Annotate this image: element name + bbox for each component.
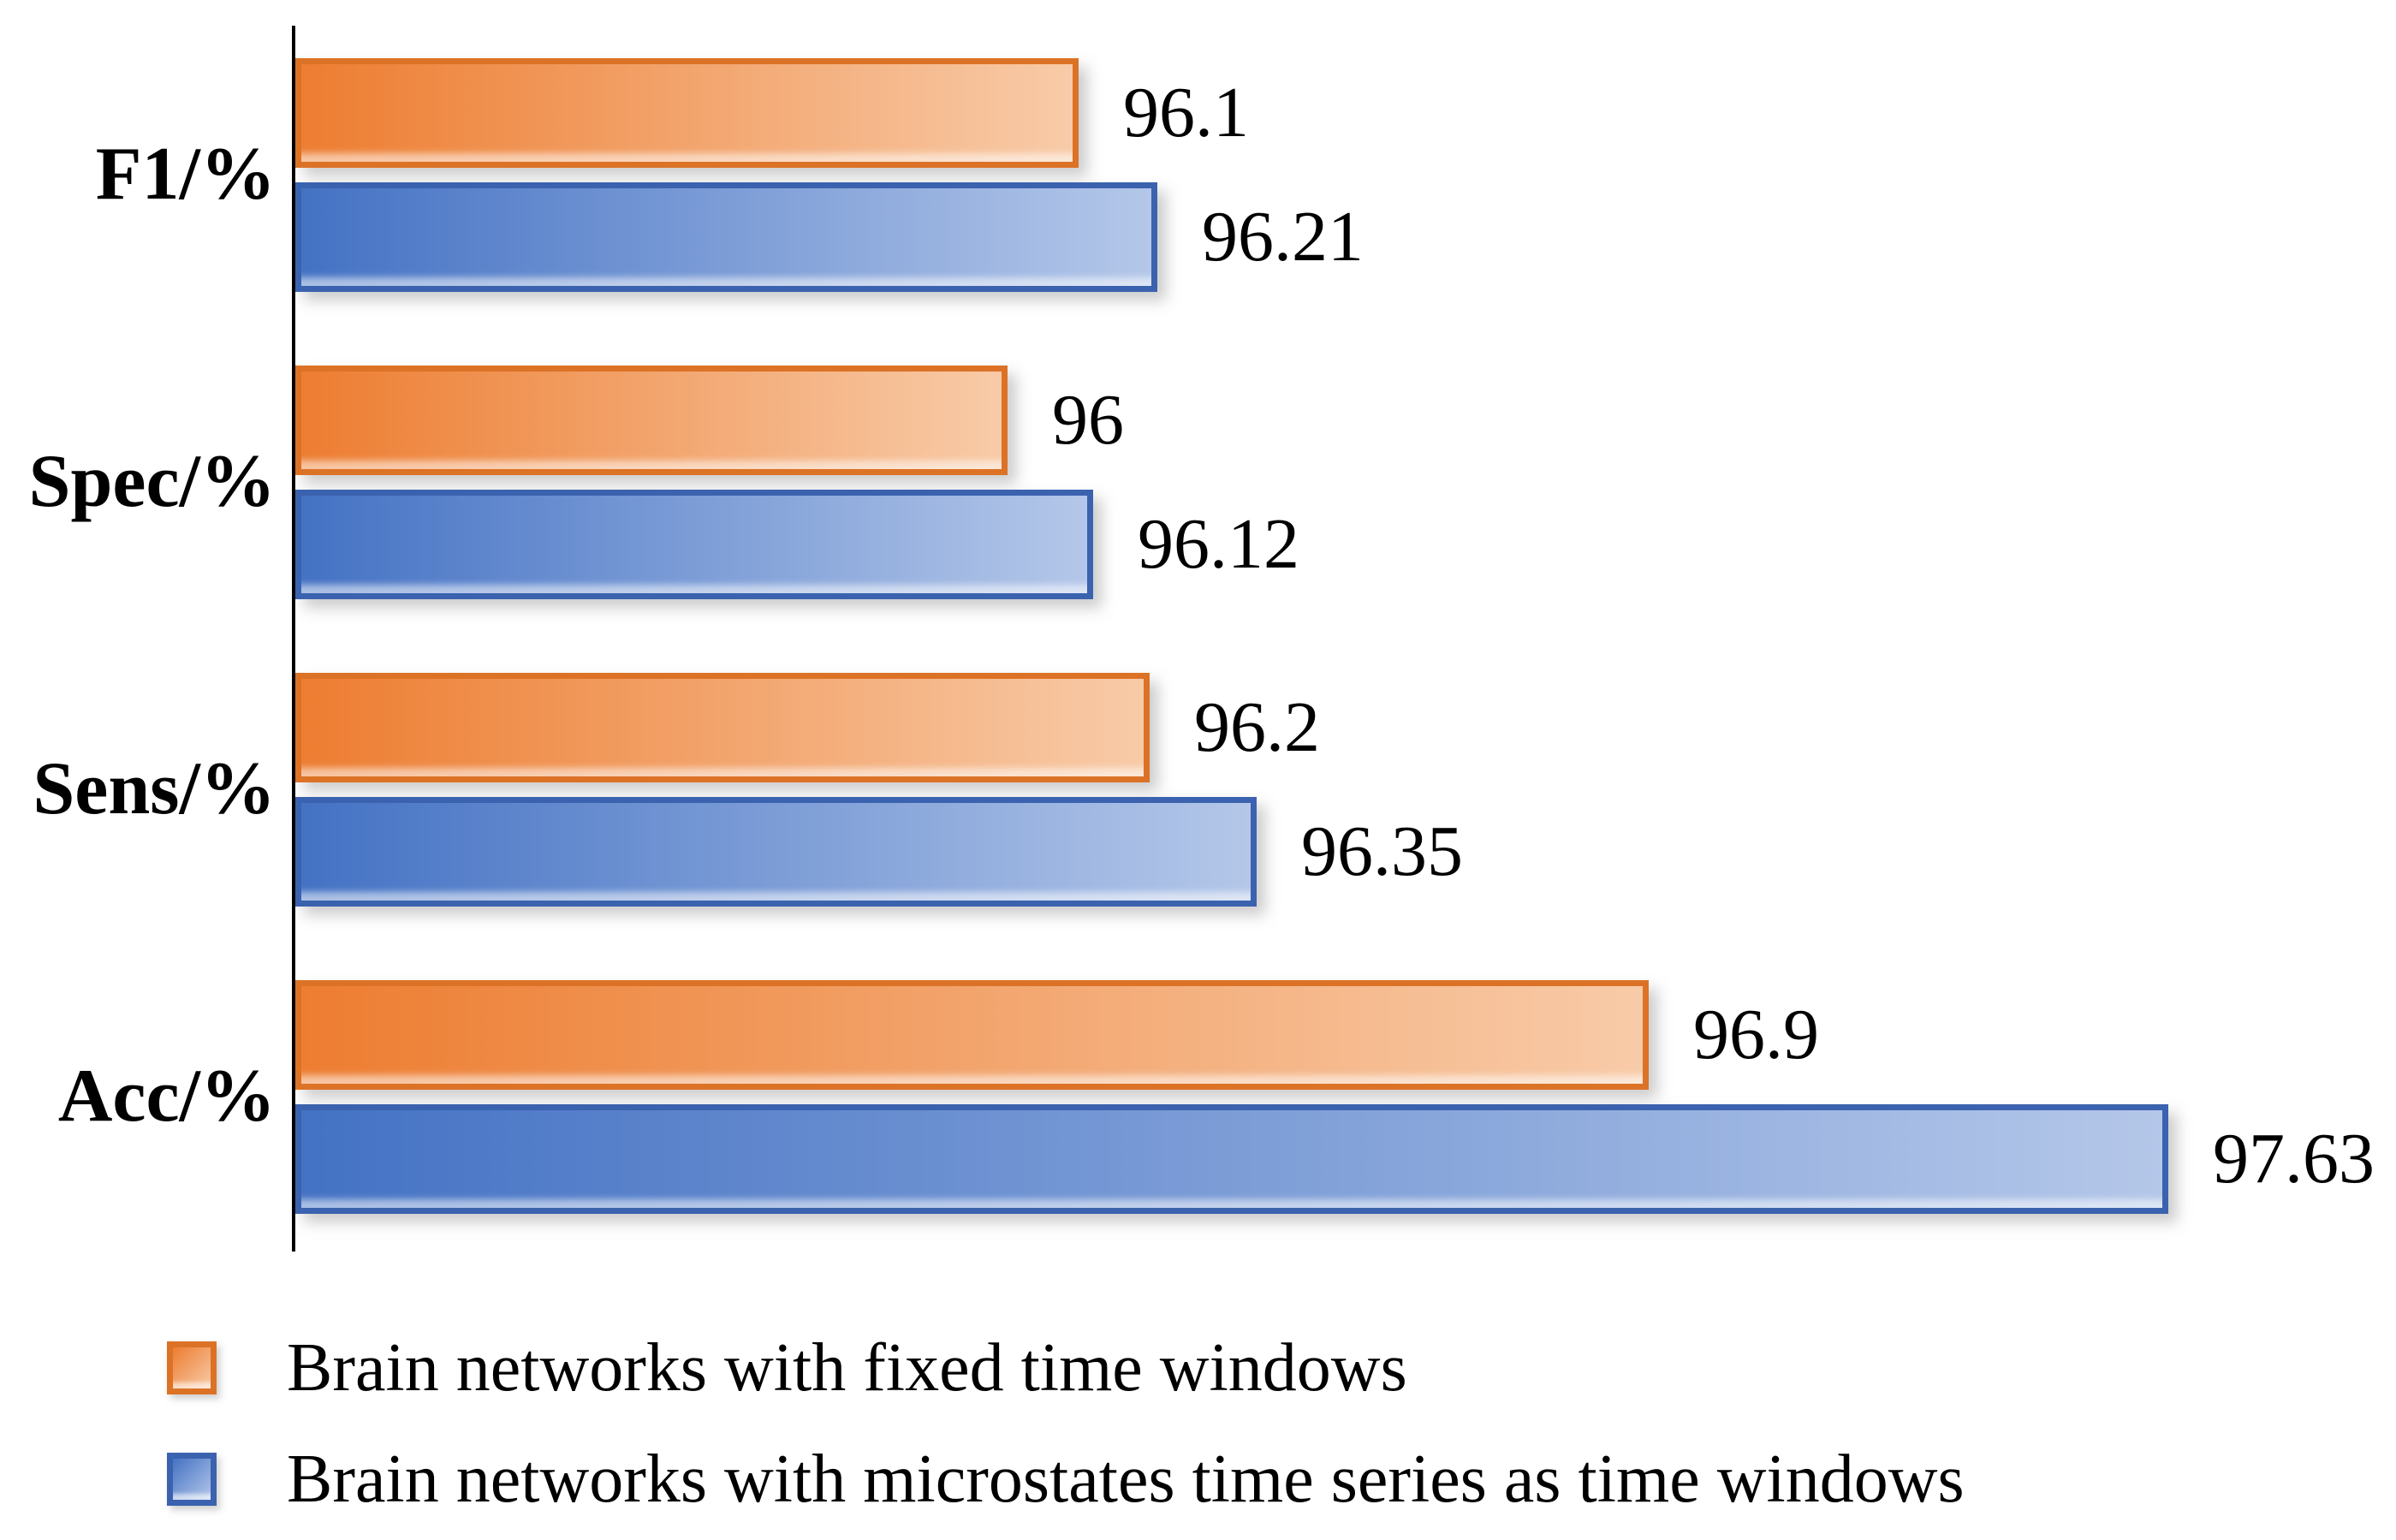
- bar-value-label: 97.63: [2213, 1119, 2375, 1198]
- bar-series0-acc: [295, 980, 1649, 1090]
- bar-value-label: 96: [1052, 380, 1124, 460]
- bar-value-label: 96.35: [1301, 812, 1463, 891]
- bar-series1-f1: [295, 182, 1157, 292]
- legend-swatch-orange: [167, 1341, 217, 1394]
- legend-label: Brain networks with microstates time ser…: [287, 1442, 1965, 1517]
- legend-item-fixed-windows: Brain networks with fixed time windows: [167, 1334, 1407, 1402]
- category-label: Sens/%: [33, 747, 276, 830]
- legend-swatch-blue: [167, 1453, 217, 1506]
- legend-label: Brain networks with fixed time windows: [287, 1330, 1407, 1406]
- category-label: Acc/%: [57, 1055, 276, 1138]
- category-label: Spec/%: [28, 440, 276, 523]
- bar-value-label: 96.21: [1202, 197, 1364, 276]
- y-axis-line: [292, 26, 295, 1252]
- bar-series0-spec: [295, 366, 1008, 475]
- bar-series1-spec: [295, 490, 1093, 599]
- bar-series1-acc: [295, 1104, 2168, 1214]
- bar-series0-f1: [295, 58, 1079, 168]
- bar-series1-sens: [295, 797, 1257, 907]
- bar-series0-sens: [295, 673, 1150, 782]
- bar-value-label: 96.1: [1123, 73, 1249, 152]
- bar-value-label: 96.9: [1693, 995, 1819, 1074]
- bar-value-label: 96.2: [1194, 687, 1320, 767]
- category-label: F1/%: [95, 133, 276, 216]
- legend-item-microstates-windows: Brain networks with microstates time ser…: [167, 1445, 1965, 1513]
- bar-value-label: 96.12: [1138, 504, 1299, 584]
